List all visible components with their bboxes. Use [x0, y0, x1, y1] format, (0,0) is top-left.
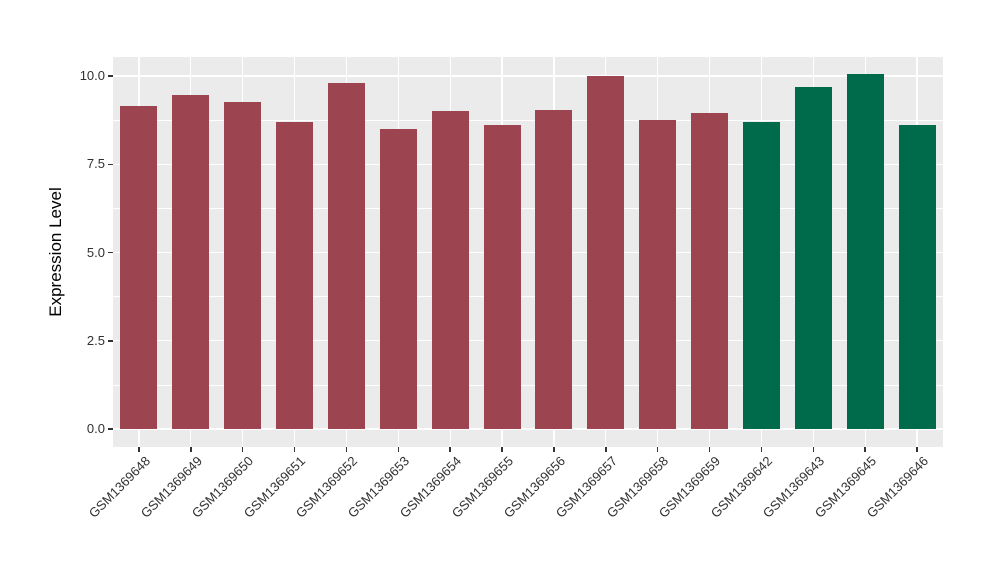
y-tick-mark [108, 163, 113, 165]
x-tick-mark [345, 447, 348, 452]
bar-GSM1369648 [120, 106, 158, 429]
y-tick-mark [108, 340, 113, 342]
bar-GSM1369658 [639, 120, 677, 429]
x-tick-mark [656, 447, 659, 452]
gridline-minor [113, 208, 943, 209]
gridline-minor [113, 384, 943, 386]
x-tick-mark [449, 447, 451, 452]
y-tick-label: 10.0 [79, 68, 105, 83]
bar-GSM1369656 [535, 109, 573, 429]
x-tick-mark [293, 447, 296, 452]
gridline-minor [113, 296, 943, 297]
x-tick-mark [812, 447, 815, 452]
bar-GSM1369657 [587, 76, 625, 429]
gridline-major [113, 428, 943, 430]
x-tick-mark [605, 447, 607, 452]
gridline-major [113, 75, 943, 77]
bar-GSM1369646 [898, 125, 936, 429]
x-tick-mark [241, 447, 244, 452]
gridline-major [113, 163, 943, 165]
y-tick-mark [108, 75, 113, 77]
y-tick-mark [108, 428, 113, 430]
bar-GSM1369659 [691, 113, 729, 429]
bar-GSM1369652 [327, 83, 365, 429]
y-tick-mark [108, 251, 113, 254]
bar-GSM1369649 [172, 95, 210, 429]
gridline-major [113, 251, 943, 254]
y-tick-label: 5.0 [86, 244, 105, 260]
x-tick-mark [138, 447, 140, 452]
y-tick-label: 0.0 [86, 421, 105, 436]
x-tick-mark [190, 447, 192, 452]
bar-GSM1369654 [431, 111, 469, 429]
x-tick-mark [553, 447, 555, 452]
x-tick-mark [397, 447, 400, 452]
bar-GSM1369655 [483, 125, 521, 429]
y-tick-label: 7.5 [86, 156, 105, 172]
bar-GSM1369653 [379, 128, 417, 429]
x-tick-mark [864, 447, 866, 452]
x-tick-mark [916, 447, 918, 452]
x-tick-mark [501, 447, 503, 452]
x-tick-mark [760, 447, 763, 452]
bar-GSM1369645 [846, 74, 884, 429]
y-tick-label: 2.5 [86, 332, 105, 348]
gridline-major [113, 340, 943, 342]
bar-GSM1369643 [794, 86, 832, 429]
bar-GSM1369651 [276, 121, 314, 429]
bar-GSM1369650 [224, 102, 262, 429]
x-tick-mark [708, 447, 711, 452]
bar-GSM1369642 [742, 121, 780, 429]
gridline-minor [113, 119, 943, 121]
